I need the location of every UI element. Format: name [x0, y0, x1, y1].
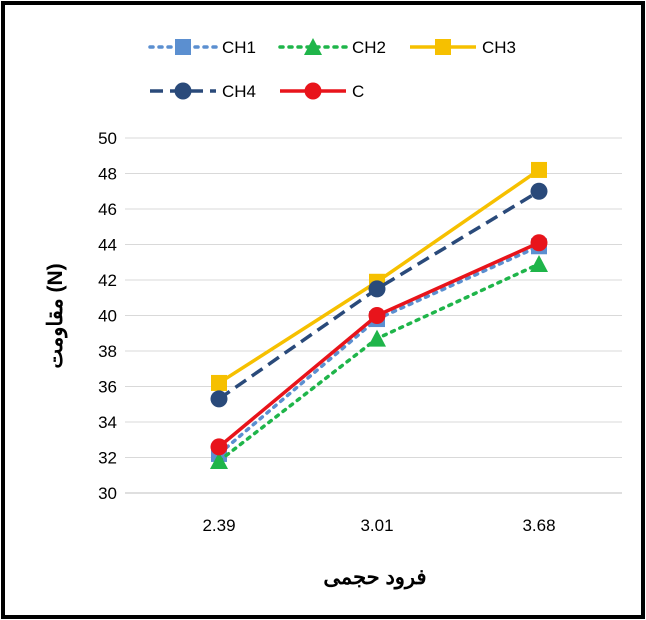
data-point-ch4 [530, 182, 548, 200]
y-tick-label: 44 [98, 236, 117, 255]
y-tick-label: 42 [98, 271, 117, 290]
y-tick-label: 48 [98, 165, 117, 184]
data-point-c [210, 438, 228, 456]
y-tick-label: 50 [98, 129, 117, 148]
y-axis-label: مقاومت (N) [44, 263, 68, 368]
y-tick-label: 40 [98, 307, 117, 326]
legend-marker-ch4 [174, 82, 192, 100]
legend-label-ch3: CH3 [482, 38, 516, 57]
data-point-ch3 [531, 161, 547, 178]
legend-item-ch4: CH4 [150, 82, 256, 101]
data-point-ch4 [210, 390, 228, 408]
x-axis-label: فرود حجمی [323, 566, 426, 590]
data-point-ch2 [210, 452, 228, 470]
legend-item-c: C [280, 82, 364, 101]
data-point-c [368, 307, 386, 324]
y-tick-label: 34 [98, 413, 117, 432]
series-ch2 [210, 255, 548, 470]
legend-label-ch1: CH1 [222, 38, 256, 57]
legend-item-ch2: CH2 [278, 38, 386, 57]
data-point-ch2 [530, 255, 548, 273]
x-tick-label: 3.01 [360, 516, 393, 535]
legend-marker-ch2 [304, 38, 322, 55]
legend-item-ch1: CH1 [148, 38, 256, 57]
legend: CH1 CH2 CH3 CH4 C [148, 38, 516, 101]
data-point-ch4 [368, 280, 386, 298]
y-tick-label: 32 [98, 449, 117, 468]
x-tick-label: 2.39 [202, 516, 235, 535]
data-point-ch3 [211, 374, 227, 391]
series-ch3 [211, 161, 547, 391]
y-tick-labels: 30 32 34 36 38 40 42 44 46 48 50 [98, 129, 117, 503]
legend-item-ch3: CH3 [410, 38, 516, 57]
series-group [210, 161, 548, 470]
legend-label-ch2: CH2 [352, 38, 386, 57]
series-c [210, 234, 548, 456]
legend-marker-ch3 [435, 39, 451, 55]
data-point-ch2 [368, 329, 386, 347]
data-point-c [530, 234, 548, 252]
x-tick-label: 3.68 [522, 516, 555, 535]
legend-marker-c [304, 82, 322, 100]
legend-label-c: C [352, 82, 364, 101]
series-ch4 [210, 182, 548, 408]
y-tick-label: 36 [98, 378, 117, 397]
x-tick-labels: 2.39 3.01 3.68 [202, 516, 555, 535]
y-tick-label: 38 [98, 342, 117, 361]
y-tick-label: 46 [98, 200, 117, 219]
y-tick-label: 30 [98, 484, 117, 503]
legend-marker-ch1 [175, 39, 191, 55]
legend-label-ch4: CH4 [222, 82, 256, 101]
